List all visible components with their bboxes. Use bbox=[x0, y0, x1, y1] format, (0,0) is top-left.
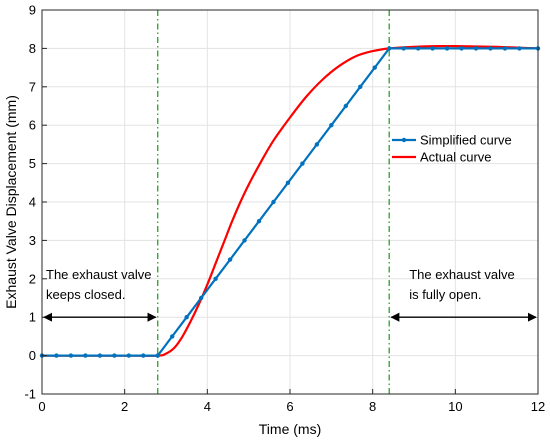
annotation-text-line: The exhaust valve bbox=[409, 267, 515, 282]
x-tick-label: 6 bbox=[286, 399, 293, 414]
legend-label: Actual curve bbox=[420, 150, 492, 165]
y-tick-label: 2 bbox=[29, 271, 36, 286]
simplified-curve-point bbox=[300, 161, 305, 166]
simplified-curve-point bbox=[473, 46, 479, 51]
simplified-curve-point bbox=[112, 353, 117, 358]
legend-label: Simplified curve bbox=[420, 133, 512, 148]
y-tick-label: 0 bbox=[29, 348, 36, 363]
simplified-curve-point bbox=[97, 353, 103, 358]
simplified-curve-point bbox=[242, 238, 247, 243]
simplified-curve-point bbox=[227, 257, 233, 262]
x-tick-label: 8 bbox=[369, 399, 376, 414]
simplified-curve-point bbox=[184, 315, 189, 320]
simplified-curve-point bbox=[213, 276, 218, 281]
x-tick-label: 0 bbox=[38, 399, 45, 414]
x-tick-label: 10 bbox=[448, 399, 462, 414]
legend-entry-2: Actual curve bbox=[392, 150, 492, 165]
simplified-curve-point bbox=[170, 334, 175, 339]
y-tick-label: 8 bbox=[29, 41, 36, 56]
x-tick-label: 12 bbox=[531, 399, 545, 414]
legend: Simplified curve Actual curve bbox=[392, 133, 512, 165]
actual-curve-line bbox=[42, 44, 539, 357]
annotation-text-line: is fully open. bbox=[409, 287, 481, 302]
simplified-curve-point bbox=[387, 46, 392, 51]
simplified-curve-point bbox=[126, 353, 131, 358]
simplified-curve-point bbox=[358, 84, 363, 90]
series-simplified bbox=[39, 46, 541, 358]
simplified-curve-point bbox=[198, 295, 204, 301]
legend-marker bbox=[401, 137, 407, 143]
simplified-curve-point bbox=[141, 353, 146, 358]
simplified-curve-point bbox=[430, 46, 435, 51]
legend-entry-1: Simplified curve bbox=[392, 133, 512, 148]
x-axis-label: Time (ms) bbox=[259, 421, 321, 437]
simplified-curve-point bbox=[54, 353, 59, 358]
simplified-curve-point bbox=[329, 123, 334, 128]
grid bbox=[41, 9, 539, 395]
simplified-curve-point bbox=[68, 353, 74, 358]
simplified-curve-point bbox=[502, 46, 508, 51]
simplified-curve-point bbox=[415, 46, 421, 51]
simplified-curve-point bbox=[343, 103, 348, 109]
y-tick-label: 7 bbox=[29, 79, 36, 94]
y-tick-label: 4 bbox=[29, 195, 36, 210]
simplified-curve-point bbox=[372, 65, 377, 70]
phase-divider-lines bbox=[157, 10, 390, 394]
y-tick-label: 5 bbox=[29, 156, 36, 171]
simplified-curve-point bbox=[155, 353, 160, 358]
simplified-curve-point bbox=[285, 180, 291, 185]
simplified-curve-point bbox=[314, 142, 320, 147]
simplified-curve-point bbox=[401, 46, 406, 51]
simplified-curve-point bbox=[256, 219, 262, 224]
series-actual bbox=[42, 44, 539, 357]
y-tick-label: 3 bbox=[29, 233, 36, 248]
y-axis-label: Exhaust Valve Displacement (mm) bbox=[3, 95, 19, 309]
x-tick-label: 2 bbox=[121, 399, 128, 414]
y-tick-label: 6 bbox=[29, 118, 36, 133]
simplified-curve-point bbox=[488, 46, 493, 51]
y-tick-label: 9 bbox=[29, 3, 36, 18]
annotation-2: The exhaust valve is fully open. bbox=[390, 267, 537, 322]
simplified-curve-point bbox=[459, 46, 464, 51]
series-layer bbox=[39, 44, 541, 358]
simplified-curve-point bbox=[517, 46, 522, 51]
annotation-text-line: keeps closed. bbox=[46, 287, 126, 302]
annotation-1: The exhaust valve keeps closed. bbox=[43, 267, 157, 322]
simplified-curve-point bbox=[271, 199, 276, 205]
y-tick-label: -1 bbox=[24, 387, 36, 402]
annotation-text-line: The exhaust valve bbox=[46, 267, 152, 282]
simplified-curve-point bbox=[444, 46, 450, 51]
simplified-curve-point bbox=[83, 353, 88, 358]
x-tick-label: 4 bbox=[204, 399, 211, 414]
y-tick-label: 1 bbox=[29, 310, 36, 325]
